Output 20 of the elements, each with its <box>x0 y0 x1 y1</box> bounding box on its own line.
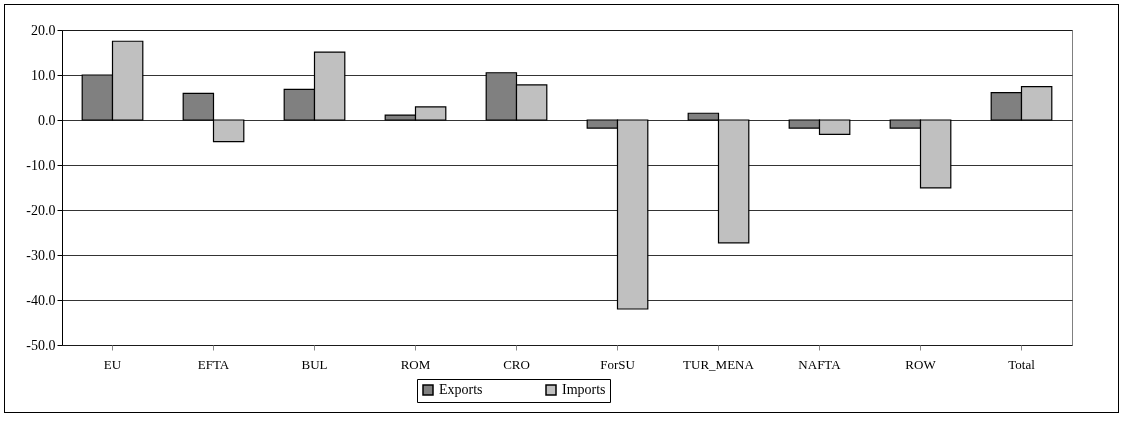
y-tick-label: -50.0 <box>26 337 56 353</box>
legend-label: Exports <box>439 382 483 397</box>
y-tick-label: -40.0 <box>26 292 56 308</box>
y-tick-label: 20.0 <box>31 22 56 38</box>
y-tick-label: -10.0 <box>26 157 56 173</box>
legend-label: Imports <box>562 382 606 397</box>
y-tick-label: -30.0 <box>26 247 56 263</box>
x-tick-label: EU <box>103 356 122 372</box>
x-tick-label: TUR_MENA <box>683 356 755 372</box>
x-tick-label: Total <box>1008 356 1036 372</box>
x-tick-label: NAFTA <box>798 356 842 372</box>
y-tick-label: -20.0 <box>26 202 56 218</box>
x-tick-label: CRO <box>503 356 530 372</box>
x-tick-label: BUL <box>301 356 328 372</box>
y-tick-label: 0.0 <box>38 112 56 128</box>
x-tick-label: EFTA <box>197 356 230 372</box>
x-tick-label: ForSU <box>600 356 636 372</box>
x-tick-label: ROW <box>905 356 937 372</box>
x-tick-label: ROM <box>400 356 431 372</box>
y-tick-label: 10.0 <box>31 67 56 83</box>
